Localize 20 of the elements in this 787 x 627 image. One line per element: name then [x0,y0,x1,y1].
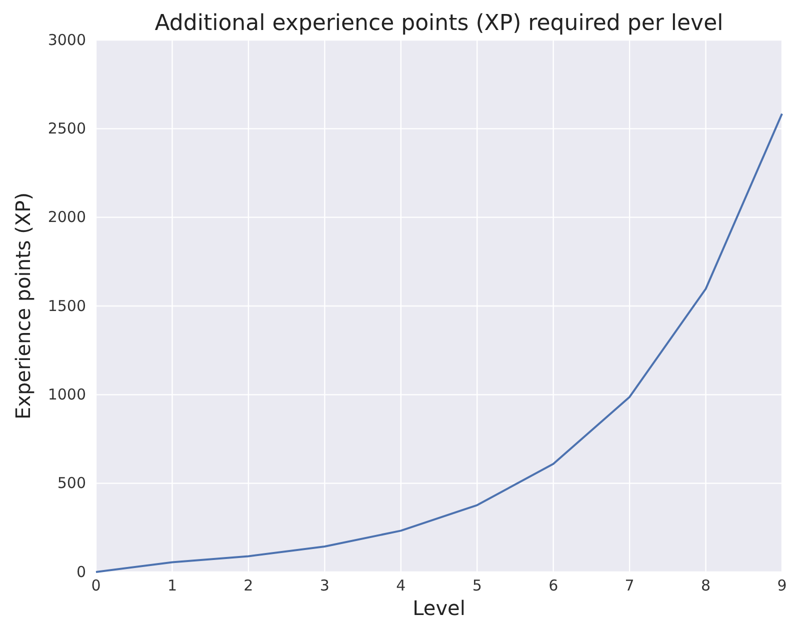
chart-title: Additional experience points (XP) required per level [154,11,724,36]
y-tick-label: 0 [76,562,86,581]
y-tick-label: 2000 [48,208,86,226]
y-tick-label: 500 [57,474,86,492]
y-tick-label: 3000 [48,30,86,49]
y-tick-label: 1000 [48,385,86,404]
x-tick-label: 5 [472,576,482,595]
x-tick-label: 6 [548,576,558,595]
y-axis-title: Experience points (XP) [11,192,35,420]
x-tick-label: 7 [624,576,634,595]
y-tick-label: 2500 [48,119,86,138]
x-tick-label: 8 [701,576,711,595]
x-tick-label: 4 [396,576,406,595]
x-tick-label: 0 [91,576,101,595]
x-tick-label: 3 [320,576,330,595]
x-axis-title: Level [412,596,466,620]
y-tick-label: 1500 [48,296,86,315]
x-tick-label: 1 [167,576,177,595]
x-tick-label: 9 [777,576,787,595]
x-tick-label: 2 [244,576,254,595]
